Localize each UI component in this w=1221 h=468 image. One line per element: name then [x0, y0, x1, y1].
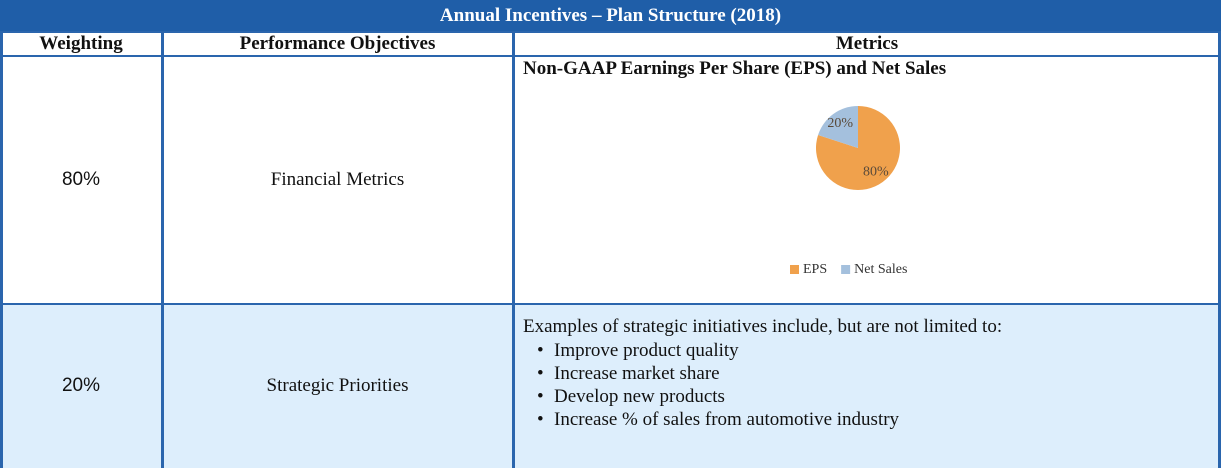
- table-title: Annual Incentives – Plan Structure (2018…: [0, 0, 1221, 31]
- pie-slice: [818, 106, 858, 148]
- row-border: [0, 55, 1221, 57]
- legend-label: Net Sales: [854, 262, 907, 277]
- row-background: [0, 304, 1221, 468]
- list-item: Develop new products: [554, 386, 725, 407]
- list-item: Increase % of sales from automotive indu…: [554, 409, 900, 430]
- slice-label: 20%: [827, 116, 853, 131]
- bullet: •: [537, 409, 544, 430]
- column-border: [161, 31, 164, 468]
- header-cell: Performance Objectives: [239, 32, 436, 54]
- list-item: Improve product quality: [554, 340, 739, 361]
- objective-cell: Financial Metrics: [270, 169, 405, 190]
- chart-title: Non-GAAP Earnings Per Share (EPS) and Ne…: [523, 58, 947, 79]
- bullet: •: [537, 340, 544, 361]
- objective-cell: Strategic Priorities: [266, 375, 409, 396]
- row-border: [0, 303, 1221, 305]
- weighting-cell: 20%: [61, 375, 101, 396]
- header-cell: Weighting: [39, 32, 123, 54]
- column-border: [0, 31, 3, 468]
- bullet: •: [537, 386, 544, 407]
- column-border: [512, 31, 515, 468]
- column-border: [1218, 31, 1221, 468]
- legend-label: EPS: [803, 262, 827, 277]
- legend-swatch: [790, 265, 799, 274]
- bullet: •: [537, 363, 544, 384]
- weighting-cell: 80%: [61, 169, 101, 190]
- list-item: Increase market share: [554, 363, 720, 384]
- legend-swatch: [841, 265, 851, 274]
- header-cell: Metrics: [835, 32, 899, 54]
- pie-slice: [815, 106, 900, 190]
- row-border: [0, 31, 1221, 33]
- intro-text: Examples of strategic initiatives includ…: [523, 316, 1003, 337]
- slice-label: 80%: [863, 165, 889, 180]
